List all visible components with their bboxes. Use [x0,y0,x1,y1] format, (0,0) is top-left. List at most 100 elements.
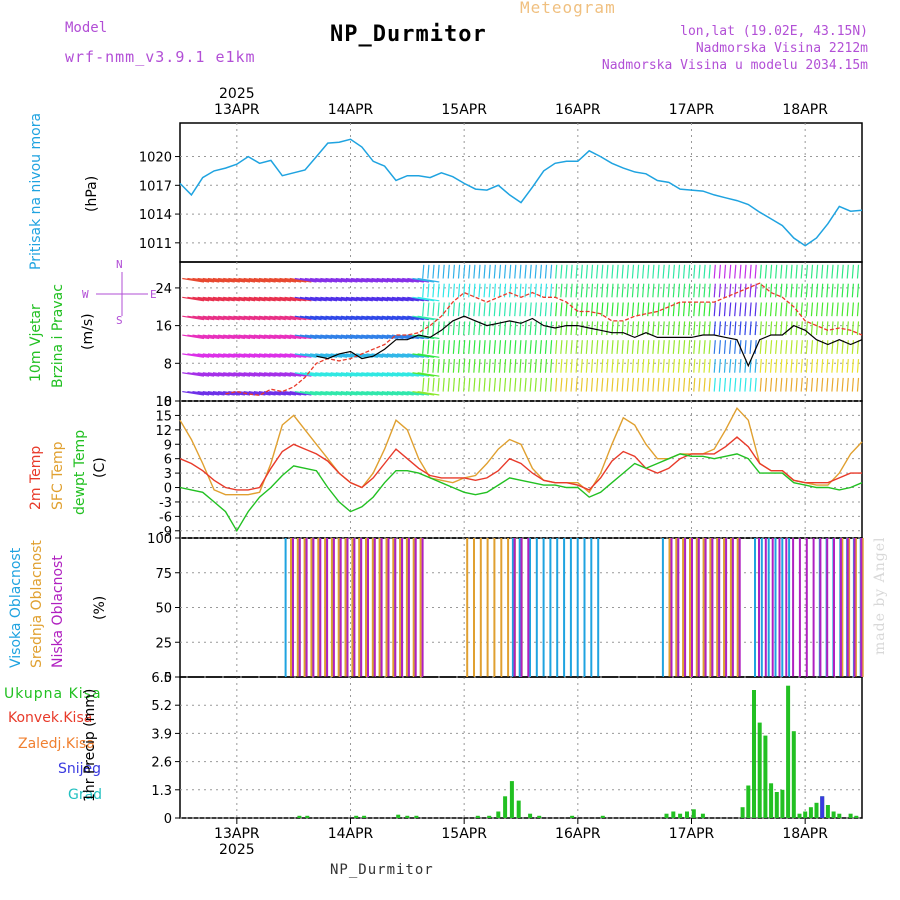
wind-barb [207,277,230,283]
wind-barb [529,321,532,336]
wind-barb [616,283,619,298]
wind-barb [279,372,302,377]
cloud-bar [767,538,770,677]
wind-barb [442,264,445,279]
wind-barb [595,321,599,336]
wind-barb [805,302,808,317]
precip-bar [537,815,542,818]
wind-barb [800,283,803,298]
cloud-bar [394,538,397,677]
cloud-bar [401,538,404,677]
wind-barb [544,264,548,279]
wind-barb [192,296,215,302]
wind-barb [279,277,302,283]
wind-barb [243,296,266,302]
ytick-label-wind: 0 [164,395,172,410]
wind-barb [269,353,291,358]
wind-barb [790,377,793,392]
cloud-bar [513,538,516,677]
wind-barb [253,315,276,321]
wind-barb [636,264,640,279]
cloud-bar [520,538,523,677]
ytick-label-temp: 12 [155,424,172,439]
wind-barb [565,377,568,392]
wind-barb [759,359,762,373]
wind-barb [422,340,425,354]
wind-barb [397,334,419,340]
cloud-bar [378,538,381,677]
wind-barb [452,264,455,279]
wind-barb [310,315,332,321]
wind-barb [407,353,430,358]
wind-barb [514,302,517,317]
wind-barb [575,340,578,354]
wind-barb [621,264,624,279]
wind-barb [299,296,322,302]
compass-s: S [116,314,123,327]
wind-barb [815,359,819,373]
wind-barb [498,340,502,354]
cloud-bar [731,538,734,677]
wind-barb [836,302,839,317]
cloud-bar [387,538,390,677]
sfc-temp-line [179,407,863,496]
wind-barb [555,359,558,373]
wind-barb [478,377,481,392]
wind-barb [217,296,240,302]
wind-barb [248,353,271,358]
wind-barb [590,377,594,392]
wind-barb [739,302,742,317]
wind-barb [422,377,425,392]
wind-barb [780,283,783,298]
wind-barb [693,340,696,354]
precip-bar [837,813,842,818]
wind-barb [340,372,363,377]
elevation-label: Nadmorska Visina 2212m [695,41,868,56]
wind-barb [810,321,814,336]
wind-barb [488,340,491,354]
wind-barb [524,302,527,317]
wind-barb [529,359,532,373]
wind-barb [642,340,645,354]
wind-barb [289,334,312,340]
wind-barb [549,302,553,317]
wind-barb [228,315,251,321]
footer-label: NP_Durmitor [330,862,434,878]
wind-barb [361,372,384,377]
wind-barb [284,372,307,377]
wind-barb [524,283,527,298]
cloud-bar [479,538,482,677]
wind-barb [202,296,225,302]
wind-barb [693,377,696,392]
wind-barb [325,277,348,283]
wind-barb [754,302,757,317]
wind-barb [182,390,205,396]
wind-barb [836,340,839,354]
wind-barb [606,264,609,279]
wind-barb [718,340,721,354]
cloud-bar [385,538,388,677]
wind-barb [580,321,583,336]
precip-bar [746,785,751,818]
wind-barb [856,321,860,336]
top-day-label: 17APR [669,102,715,118]
wind-barb [529,283,532,298]
wind-barb [606,283,609,298]
wind-barb [636,302,640,317]
cloud-bar [371,538,374,677]
wind-speed-line [316,315,863,368]
cloud-bar [360,538,363,677]
precip-bar [664,813,669,818]
wind-barb [498,377,502,392]
wind-barb [647,377,650,392]
wind-barb [350,277,373,283]
wind-barb [539,302,542,317]
wind-barb [417,353,440,358]
wind-barb [693,283,696,298]
wind-barb [192,372,215,377]
wind-barb [207,372,230,377]
wind-barb [580,302,583,317]
wind-barb [381,353,404,358]
wind-barb [197,390,220,396]
wind-barb [672,283,675,298]
